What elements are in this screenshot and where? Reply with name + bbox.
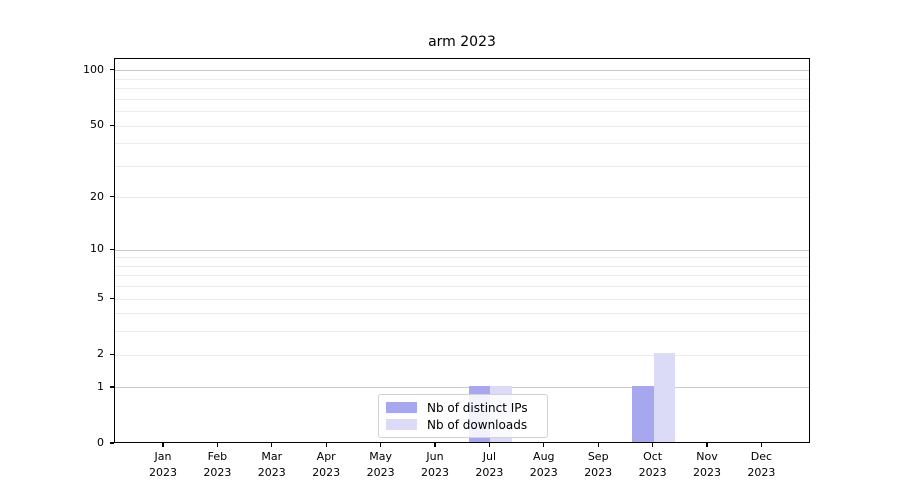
legend-swatch	[386, 402, 417, 413]
y-tick-mark	[110, 69, 114, 71]
y-gridline-major	[115, 387, 809, 389]
x-tick-year: 2023	[366, 465, 395, 479]
legend: Nb of distinct IPs Nb of downloads	[378, 394, 548, 438]
legend-entry: Nb of distinct IPs	[386, 399, 539, 416]
x-tick-label: May 2023	[351, 449, 411, 480]
x-tick-mark	[706, 443, 708, 447]
x-tick-month: Mar	[261, 450, 283, 463]
x-tick-year: 2023	[584, 465, 613, 479]
y-tick-mark	[110, 124, 114, 126]
y-tick-mark	[110, 196, 114, 198]
y-tick-label: 100	[83, 62, 104, 76]
x-tick-month: Apr	[316, 450, 336, 463]
x-tick-month: Oct	[643, 450, 663, 463]
x-tick-mark	[325, 443, 327, 447]
y-tick-label: 1	[97, 379, 104, 393]
y-tick-label: 2	[97, 347, 104, 361]
y-gridline-minor	[115, 286, 809, 288]
x-tick-month: May	[369, 450, 392, 463]
x-tick-mark	[543, 443, 545, 447]
x-tick-month: Nov	[696, 450, 718, 463]
bar-oct-s1	[653, 353, 676, 442]
x-tick-month: Sep	[587, 450, 609, 463]
x-tick-label: Apr 2023	[296, 449, 356, 480]
legend-swatch	[386, 419, 417, 430]
y-gridline-major	[115, 70, 809, 72]
x-tick-mark	[162, 443, 164, 447]
legend-entry: Nb of downloads	[386, 416, 539, 433]
x-tick-mark	[488, 443, 490, 447]
x-tick-year: 2023	[747, 465, 776, 479]
x-tick-label: Dec 2023	[731, 449, 791, 480]
x-tick-label: Jun 2023	[405, 449, 465, 480]
bar-oct-s0	[632, 385, 654, 442]
x-tick-label: Jan 2023	[133, 449, 193, 480]
x-tick-month: Jun	[426, 450, 444, 463]
y-gridline-minor	[115, 298, 809, 300]
x-tick-month: Feb	[207, 450, 228, 463]
y-gridline-minor	[115, 98, 809, 100]
x-tick-mark	[652, 443, 654, 447]
x-tick-mark	[380, 443, 382, 447]
x-tick-label: Jul 2023	[459, 449, 519, 480]
x-tick-mark	[760, 443, 762, 447]
x-tick-label: Nov 2023	[677, 449, 737, 480]
y-gridline-minor	[115, 143, 809, 145]
y-gridline-minor	[115, 313, 809, 315]
x-tick-year: 2023	[638, 465, 667, 479]
y-tick-mark	[110, 248, 114, 250]
x-tick-month: Jul	[482, 450, 497, 463]
x-tick-year: 2023	[257, 465, 286, 479]
y-tick-label: 50	[90, 118, 104, 132]
x-tick-label: Mar 2023	[242, 449, 302, 480]
y-tick-mark	[110, 386, 114, 388]
x-tick-mark	[597, 443, 599, 447]
x-tick-year: 2023	[149, 465, 177, 479]
y-gridline-minor	[115, 88, 809, 90]
y-gridline-minor	[115, 125, 809, 127]
y-tick-label: 10	[90, 242, 104, 256]
legend-label: Nb of downloads	[427, 417, 528, 432]
x-tick-year: 2023	[421, 465, 449, 479]
x-tick-mark	[434, 443, 436, 447]
y-gridline-minor	[115, 197, 809, 199]
y-gridline-minor	[115, 78, 809, 80]
y-gridline-major	[115, 249, 809, 251]
y-tick-label: 5	[97, 291, 104, 305]
y-gridline-minor	[115, 265, 809, 267]
x-tick-year: 2023	[529, 465, 558, 479]
y-tick-label: 0	[97, 436, 104, 449]
chart-title: arm 2023	[428, 34, 496, 50]
x-tick-label: Feb 2023	[187, 449, 247, 480]
plot-area: Nb of distinct IPs Nb of downloads	[114, 58, 810, 443]
y-gridline-minor	[115, 275, 809, 277]
y-gridline-minor	[115, 354, 809, 356]
x-tick-mark	[271, 443, 273, 447]
y-tick-mark	[110, 442, 114, 444]
y-tick-mark	[110, 297, 114, 299]
y-tick-mark	[110, 353, 114, 355]
x-tick-year: 2023	[312, 465, 341, 479]
y-gridline-minor	[115, 331, 809, 333]
x-tick-label: Aug 2023	[514, 449, 574, 480]
x-tick-month: Aug	[533, 450, 555, 463]
y-gridline-minor	[115, 165, 809, 167]
y-gridline-minor	[115, 111, 809, 113]
x-tick-year: 2023	[203, 465, 232, 479]
x-tick-year: 2023	[475, 465, 504, 479]
x-tick-month: Dec	[750, 450, 773, 463]
y-tick-label: 20	[90, 189, 104, 203]
x-tick-label: Oct 2023	[623, 449, 683, 480]
x-tick-label: Sep 2023	[568, 449, 628, 480]
y-gridline-minor	[115, 257, 809, 259]
legend-label: Nb of distinct IPs	[427, 400, 528, 415]
x-tick-month: Jan	[154, 450, 172, 463]
x-tick-mark	[216, 443, 218, 447]
x-tick-year: 2023	[693, 465, 721, 479]
